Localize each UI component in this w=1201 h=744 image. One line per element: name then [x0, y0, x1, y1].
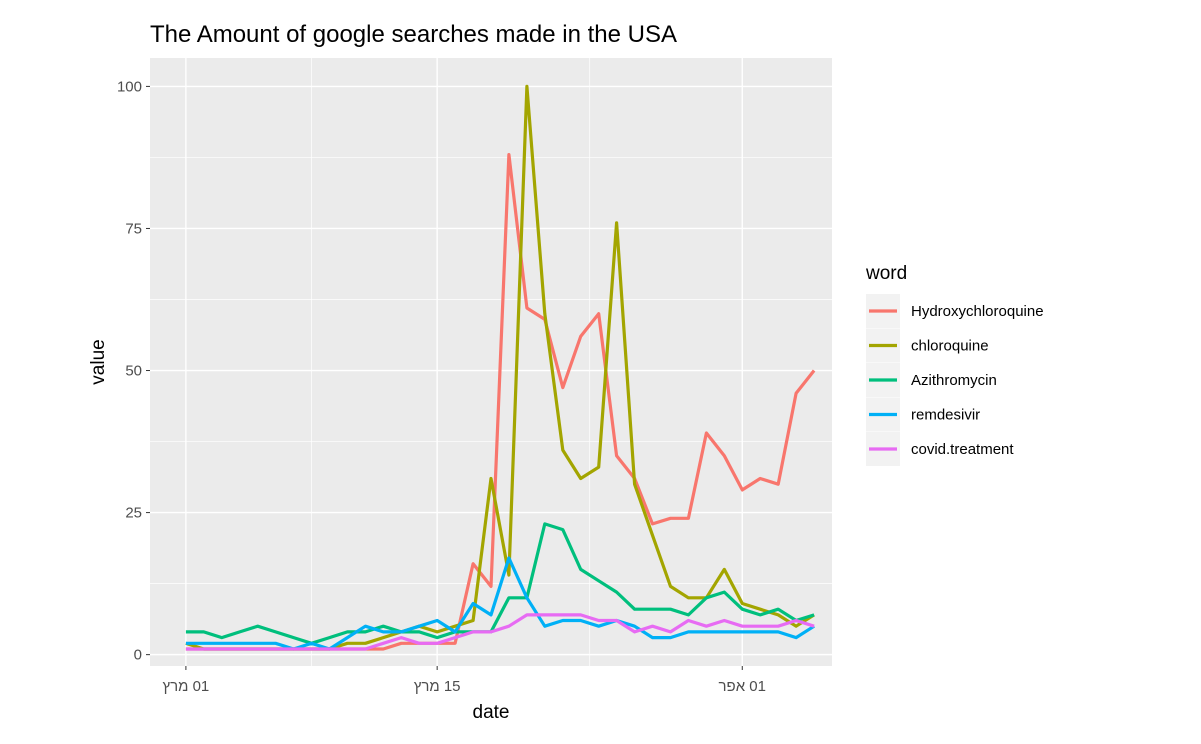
series-line-azithromycin: [185, 522, 815, 645]
chart-title: The Amount of google searches made in th…: [150, 21, 677, 48]
x-tick-label: 01 אפר: [719, 678, 766, 695]
y-tick-label: 0: [134, 647, 142, 664]
axes: 0 25 50 75 100 01 מרץ 15 מרץ 01 אפר: [117, 78, 766, 695]
grid-lines: [150, 58, 832, 666]
x-tick-label: 15 מרץ: [414, 678, 461, 695]
legend-label-hydroxychloroquine: Hydroxychloroquine: [911, 303, 1044, 320]
y-tick-label: 75: [125, 220, 142, 237]
legend-label-covid-treatment: covid.treatment: [911, 441, 1014, 458]
legend-title: word: [865, 263, 907, 284]
y-tick-label: 50: [125, 363, 142, 380]
y-tick-label: 100: [117, 78, 142, 95]
legend-label-chloroquine: chloroquine: [911, 338, 989, 355]
x-tick-label: 01 מרץ: [163, 678, 210, 695]
y-tick-label: 25: [125, 505, 142, 522]
legend-label-azithromycin: Azithromycin: [911, 372, 997, 389]
series-line-covid-treatment: [185, 613, 815, 651]
legend-label-remdesivir: remdesivir: [911, 407, 980, 424]
y-axis-title: value: [88, 339, 109, 384]
legend: word Hydroxychloroquine chloroquine Azithr…: [865, 263, 1044, 466]
x-axis-title: date: [473, 702, 510, 723]
series-lines: [185, 84, 816, 651]
